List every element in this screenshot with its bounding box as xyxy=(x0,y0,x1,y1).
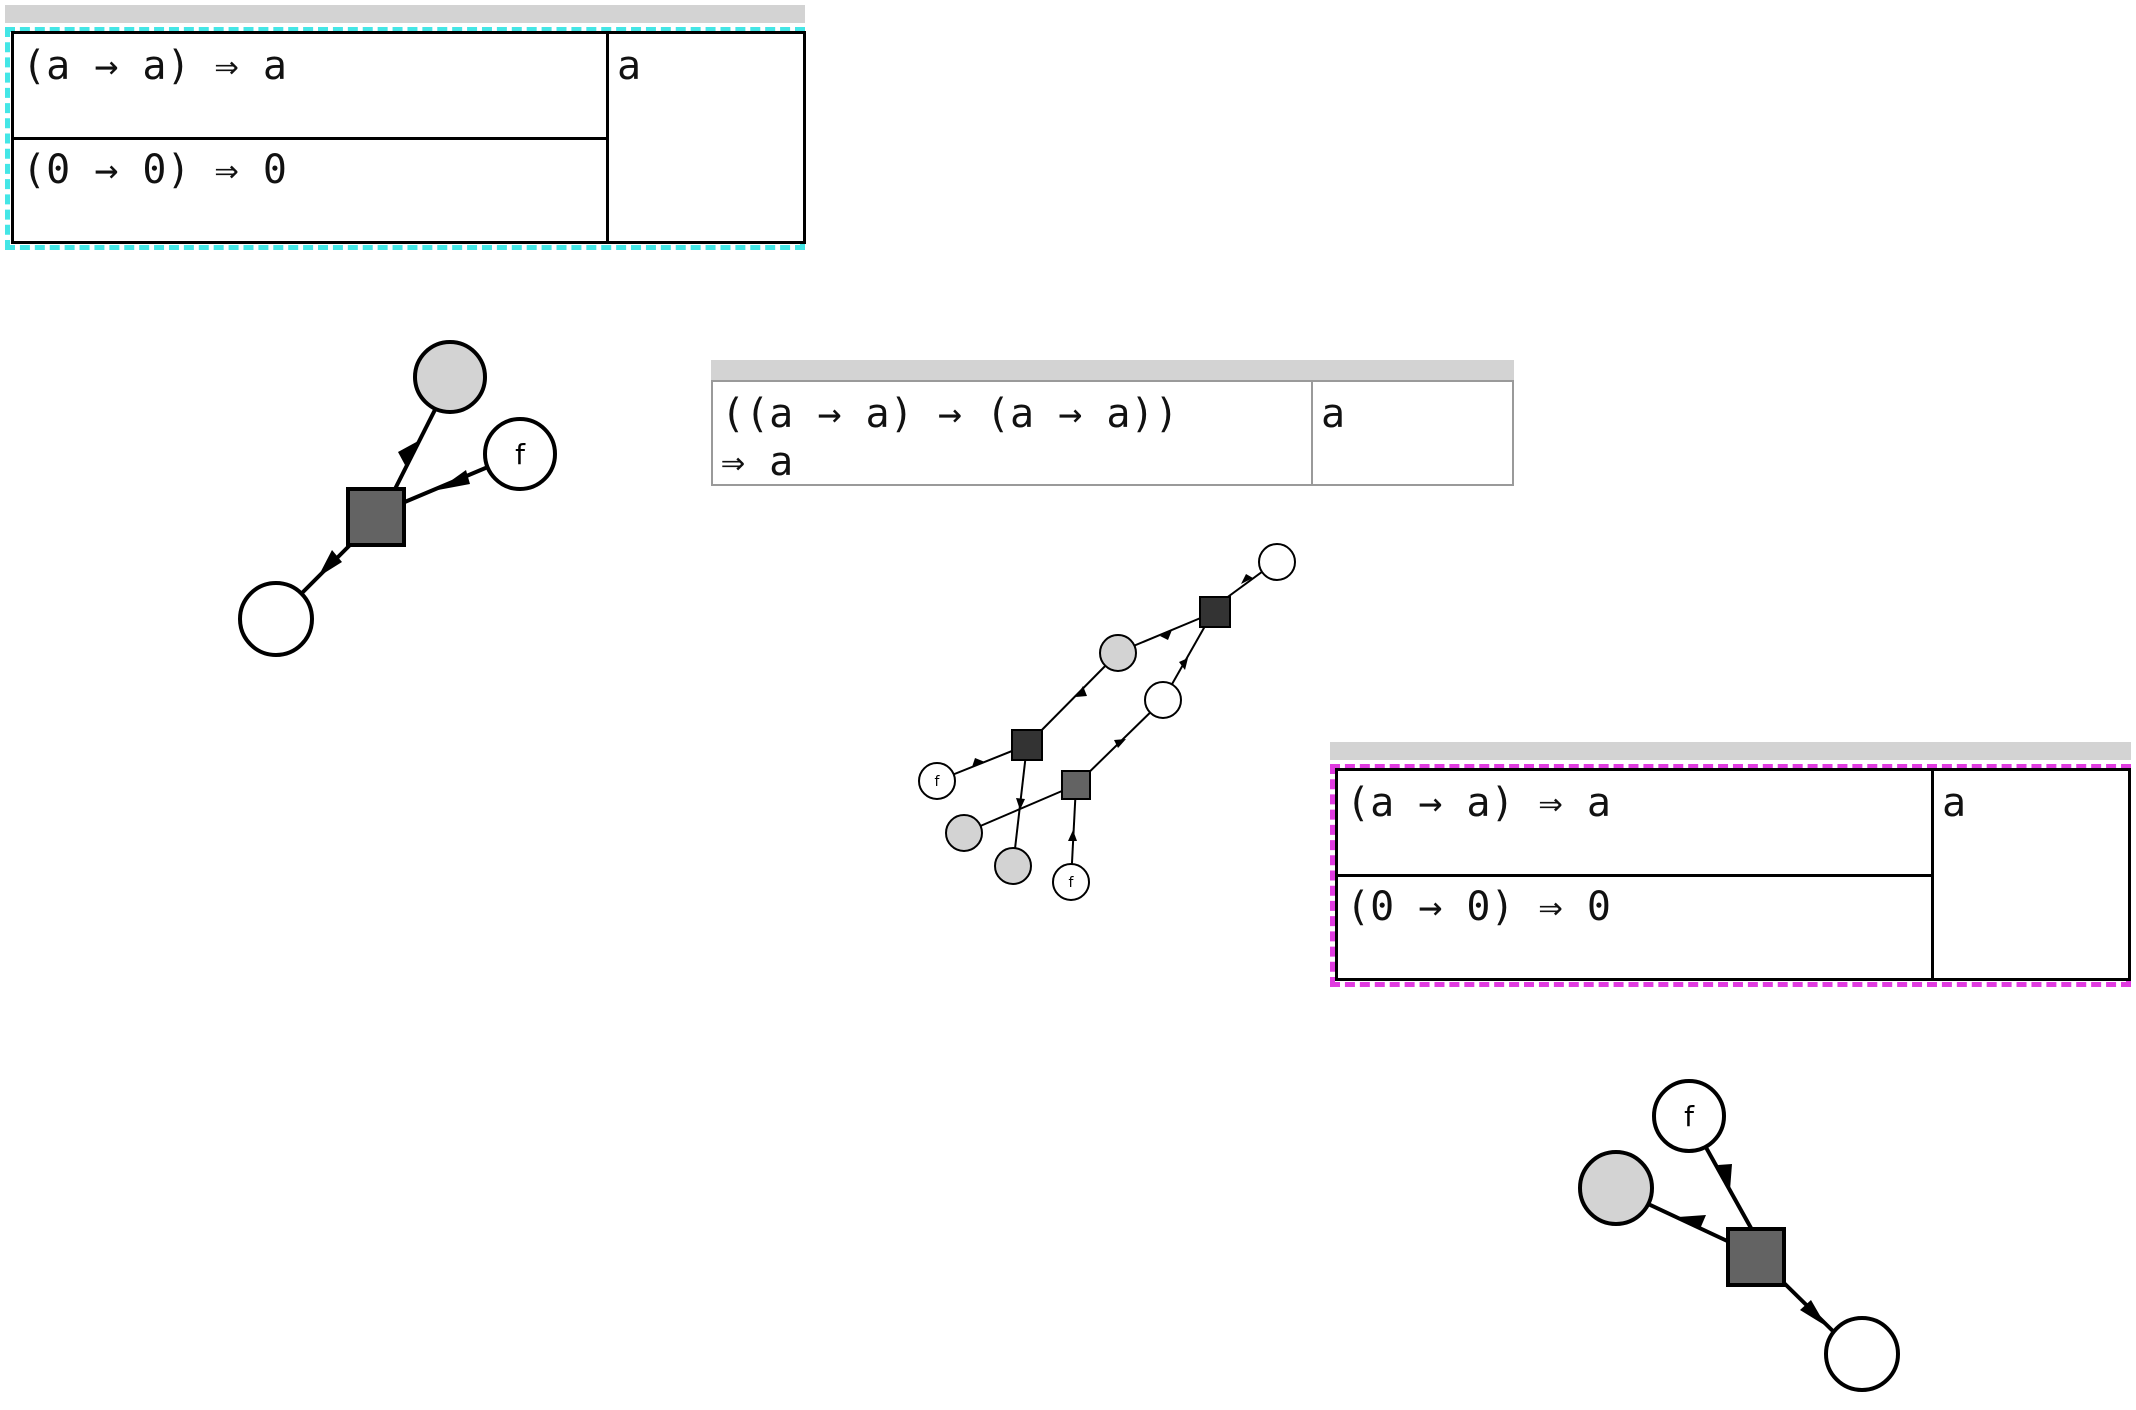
graph-node-white[interactable] xyxy=(1824,1316,1900,1392)
arrowhead xyxy=(1016,798,1025,810)
graph-node-f[interactable] xyxy=(1652,1079,1726,1153)
graph-node-gray[interactable] xyxy=(413,340,487,414)
rule-row-1[interactable]: (a → a) ⇒ a xyxy=(22,43,287,89)
graph-left: f xyxy=(238,340,557,657)
arrowhead xyxy=(1160,630,1172,640)
arrowhead xyxy=(398,440,420,465)
row-divider xyxy=(14,137,606,140)
graph-box-node[interactable] xyxy=(346,487,406,547)
graph-node-label: f xyxy=(935,774,941,790)
row-divider xyxy=(1338,874,1931,877)
panel-center[interactable]: ((a → a) → (a → a)) ⇒ a a xyxy=(711,360,1514,486)
arrowhead xyxy=(318,550,342,577)
graph-node-gray[interactable] xyxy=(1099,634,1137,672)
graph-box-node[interactable] xyxy=(1726,1227,1786,1287)
graph-node-gray[interactable] xyxy=(994,847,1032,885)
rule-row-2[interactable]: ⇒ a xyxy=(721,439,794,485)
panel-title-bar[interactable] xyxy=(711,360,1514,380)
graph-node-label: f xyxy=(515,438,526,471)
graph-right: f xyxy=(1578,1079,1900,1392)
graph-node-white[interactable] xyxy=(1258,543,1296,581)
panel-bottom-right[interactable]: (a → a) ⇒ a (0 → 0) ⇒ 0 a xyxy=(1330,742,2131,987)
rule-rows: ((a → a) → (a → a)) ⇒ a xyxy=(711,380,1314,486)
arrowhead xyxy=(1068,830,1077,841)
graph-node-f[interactable] xyxy=(483,417,557,491)
graph-node-f[interactable] xyxy=(1052,863,1090,901)
result-value: a xyxy=(1321,391,1346,437)
graph-node-label: f xyxy=(1684,1100,1695,1133)
rule-row-2[interactable]: (0 → 0) ⇒ 0 xyxy=(1346,884,1611,930)
graph-box-node[interactable] xyxy=(1061,770,1091,800)
result-cell: a xyxy=(1931,768,2131,981)
arrowhead xyxy=(1076,686,1087,697)
arrowhead xyxy=(438,470,470,490)
graph-node-gray[interactable] xyxy=(945,814,983,852)
graph-box-node[interactable] xyxy=(1199,596,1231,628)
arrowhead xyxy=(1678,1215,1706,1229)
graph-node-gray[interactable] xyxy=(1578,1150,1654,1226)
rule-row-1[interactable]: ((a → a) → (a → a)) xyxy=(721,391,1179,437)
rule-row-2[interactable]: (0 → 0) ⇒ 0 xyxy=(22,147,287,193)
graph-node-white[interactable] xyxy=(1144,681,1182,719)
rule-rows: (a → a) ⇒ a (0 → 0) ⇒ 0 xyxy=(11,31,609,244)
arrowhead xyxy=(1179,658,1188,670)
panel-title-bar[interactable] xyxy=(5,5,805,23)
arrowhead xyxy=(1718,1164,1732,1190)
arrowhead xyxy=(972,758,985,767)
graph-box-node[interactable] xyxy=(1011,729,1043,761)
rule-rows: (a → a) ⇒ a (0 → 0) ⇒ 0 xyxy=(1335,768,1934,981)
rule-row-1[interactable]: (a → a) ⇒ a xyxy=(1346,780,1611,826)
panel-top-left[interactable]: (a → a) ⇒ a (0 → 0) ⇒ 0 a xyxy=(5,5,806,250)
arrowhead xyxy=(1114,739,1126,748)
panel-title-bar[interactable] xyxy=(1330,742,2131,760)
arrowhead xyxy=(1800,1300,1826,1326)
graph-center: f f xyxy=(918,543,1296,901)
result-cell: a xyxy=(606,31,806,244)
arrowhead xyxy=(1241,574,1253,584)
result-cell: a xyxy=(1311,380,1514,486)
result-value: a xyxy=(617,43,642,89)
graph-node-white[interactable] xyxy=(238,581,314,657)
graph-node-f[interactable] xyxy=(918,762,956,800)
result-value: a xyxy=(1942,780,1967,826)
graph-node-label: f xyxy=(1069,875,1075,891)
